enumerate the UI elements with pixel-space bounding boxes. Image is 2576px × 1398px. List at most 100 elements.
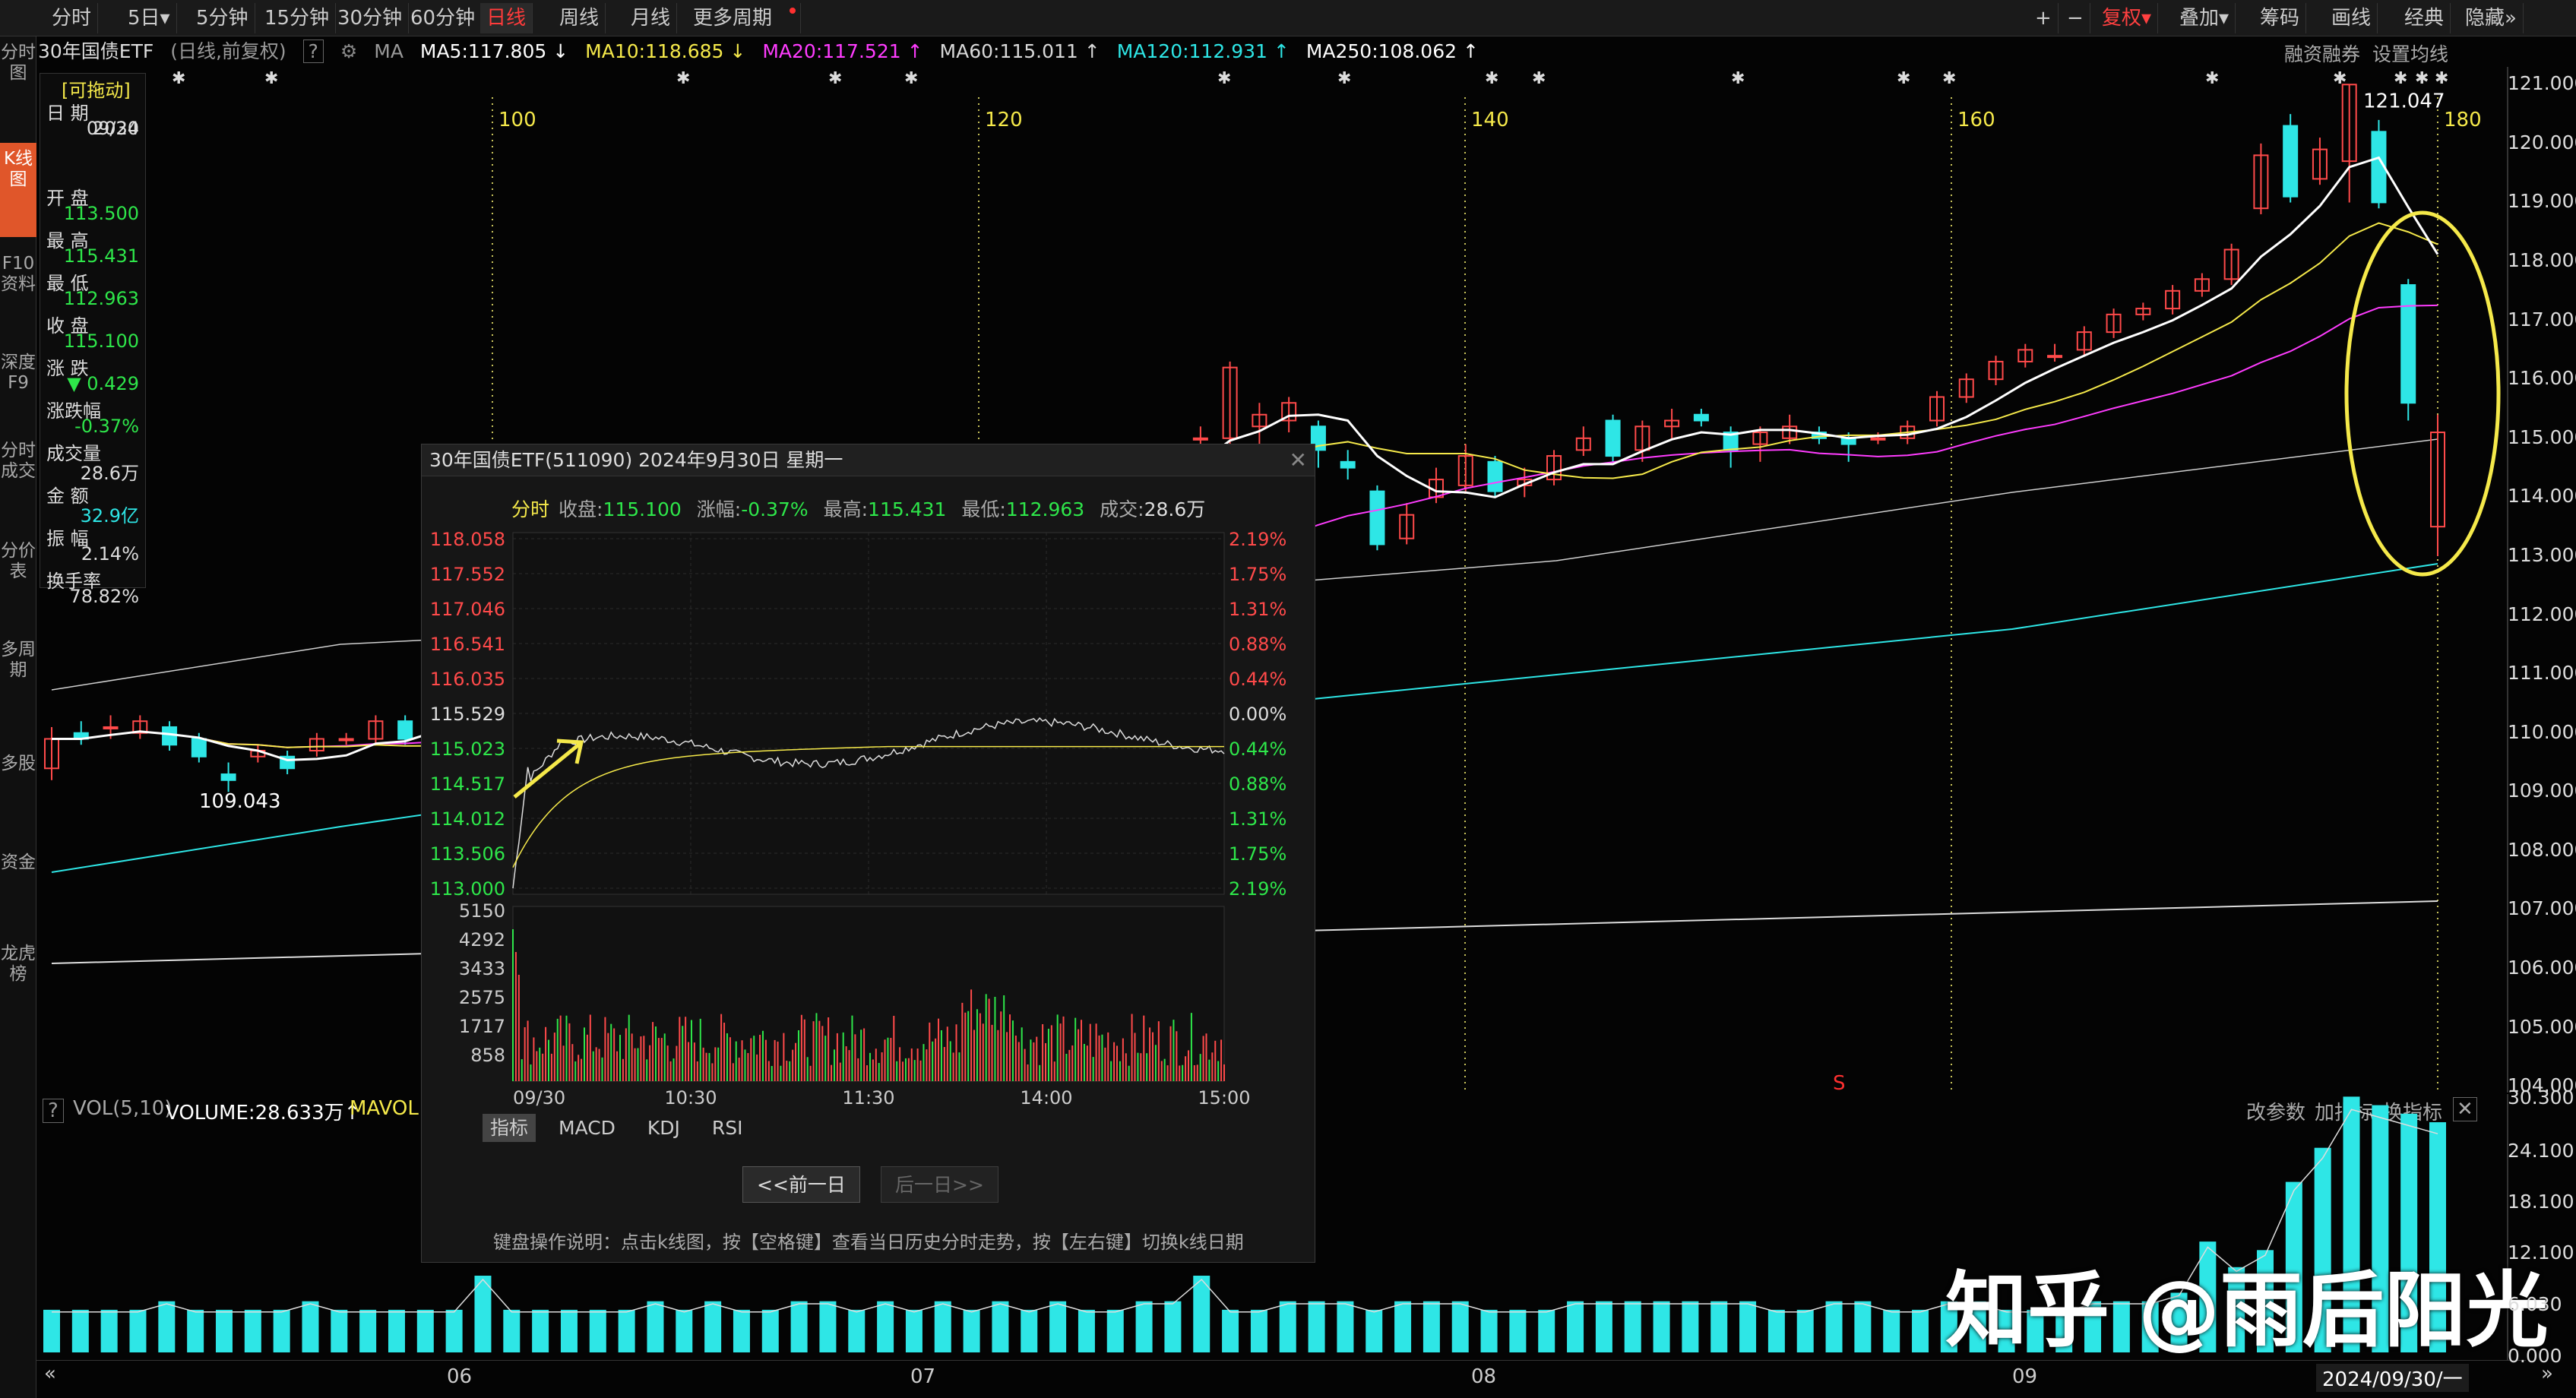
volume-bar	[877, 1301, 894, 1352]
current-date: 2024/09/30/一	[2316, 1364, 2469, 1392]
ma-value-3: MA60:115.011 ↑	[939, 40, 1100, 62]
nav-multi-stock[interactable]: 多股	[1, 754, 36, 773]
help-icon[interactable]: ?	[302, 40, 324, 63]
candle-body	[1782, 425, 1798, 439]
date-axis: « 06 07 08 09 2024/09/30/一 »	[36, 1360, 2553, 1398]
tab-daily[interactable]: 日线	[480, 3, 533, 33]
close-icon[interactable]: ✕	[1289, 448, 1307, 473]
volume-bar	[1193, 1276, 1210, 1352]
event-star: ✱	[904, 69, 918, 88]
candle-body	[2253, 154, 2269, 210]
left-nav: 分时图 K线图 F10资料 深度F9 分时成交 分价表 多周期 多股 资金 龙虎…	[0, 36, 36, 1398]
info-value: ▼ 0.429	[67, 373, 139, 394]
y-tick-label: 107.000	[2508, 897, 2576, 920]
month-label: 07	[910, 1365, 936, 1388]
candle-body	[338, 738, 354, 742]
tab-weekly[interactable]: 周线	[553, 3, 606, 33]
hide-button[interactable]: 隐藏»	[2459, 3, 2524, 33]
nav-f10[interactable]: F10资料	[1, 254, 36, 294]
tab-macd[interactable]: MACD	[558, 1117, 616, 1139]
volume-bar	[1078, 1309, 1095, 1352]
margin-trading-link[interactable]: 融资融券	[2284, 43, 2361, 65]
nav-dragon-tiger[interactable]: 龙虎榜	[1, 944, 36, 984]
volume-bar	[934, 1301, 951, 1352]
tab-more-periods[interactable]: 更多周期	[687, 3, 801, 33]
event-star: ✱	[1942, 69, 1956, 88]
info-panel[interactable]: [可拖动] 日 期 2024 09/30 开 盘 113.500 最 高 115.431 最 …	[40, 73, 146, 607]
scroll-left-icon[interactable]: «	[44, 1362, 56, 1385]
tab-indicator[interactable]: 指标	[483, 1114, 536, 1142]
tab-60min[interactable]: 60分钟	[404, 3, 483, 33]
event-star: ✱	[828, 69, 842, 88]
volume-bar	[1710, 1301, 1728, 1352]
stat-key: 成交:	[1100, 498, 1144, 520]
nav-intraday-chart[interactable]: 分时图	[1, 43, 36, 83]
nav-price-table[interactable]: 分价表	[1, 541, 36, 581]
y-tick-label: 111.000	[2508, 662, 2576, 685]
nav-funds[interactable]: 资金	[1, 852, 36, 872]
tab-intraday[interactable]: 分时	[46, 3, 99, 33]
event-star: ✱	[2394, 69, 2407, 88]
candle-body	[220, 773, 236, 781]
chips-button[interactable]: 筹码	[2254, 3, 2307, 33]
vol-help-icon[interactable]: ?	[43, 1099, 64, 1123]
volume-bar	[2343, 1096, 2360, 1352]
tab-kdj[interactable]: KDJ	[647, 1117, 680, 1139]
info-value: 2024	[92, 118, 139, 139]
info-value: 115.100	[63, 331, 139, 352]
volume-chart[interactable]	[36, 1094, 2526, 1360]
zoom-in-button[interactable]: +	[2029, 3, 2059, 33]
double-chevron-icon: »	[2505, 7, 2517, 30]
overlay-button[interactable]: 叠加▾	[2173, 3, 2236, 33]
period-marker-label: 180	[2444, 109, 2482, 131]
intraday-popup[interactable]: 30年国债ETF(511090) 2024年9月30日 星期一 ✕ 分时 收盘:1…	[421, 444, 1315, 1263]
candle-body	[191, 738, 207, 758]
next-day-button[interactable]: 后一日>>	[881, 1166, 998, 1203]
set-ma-link[interactable]: 设置均线	[2372, 43, 2449, 65]
top-toolbar: 分时 5日▾ 5分钟 15分钟 30分钟 60分钟 日线 周线 月线 更多周期 …	[0, 0, 2576, 36]
tab-30min[interactable]: 30分钟	[331, 3, 410, 33]
info-value: 09/30	[86, 118, 139, 139]
tab-monthly[interactable]: 月线	[625, 3, 678, 33]
time-label: 14:00	[1020, 1087, 1072, 1109]
candle-body	[1192, 437, 1208, 441]
event-star: ✱	[1532, 69, 1546, 88]
y-tick-label: 105.000	[2508, 1015, 2576, 1038]
info-label: 日 期	[46, 103, 89, 124]
volume-bar	[1998, 1309, 2015, 1352]
classic-button[interactable]: 经典	[2398, 3, 2451, 33]
volume-bar	[560, 1309, 578, 1352]
ma-bar: 30年国债ETF (日线,前复权) ? ⚙ MA MA5:117.805 ↓ MA…	[38, 38, 1506, 65]
info-label: 成交量	[46, 443, 101, 464]
volume-bar	[2285, 1181, 2302, 1352]
volume-bar	[1451, 1301, 1469, 1352]
tab-15min[interactable]: 15分钟	[258, 3, 337, 33]
candle-body	[309, 738, 324, 752]
tab-rsi[interactable]: RSI	[711, 1117, 743, 1139]
scroll-right-icon[interactable]: »	[2541, 1362, 2553, 1385]
chevron-down-icon: ▾	[160, 7, 170, 30]
nav-depth-f9[interactable]: 深度F9	[1, 353, 36, 393]
volume-bar	[1567, 1301, 1584, 1352]
volume-bar	[302, 1301, 319, 1352]
fuquan-button[interactable]: 复权▾	[2096, 3, 2159, 33]
candle-body	[2076, 331, 2092, 351]
tab-5min[interactable]: 5分钟	[190, 3, 255, 33]
close-icon[interactable]: ✕	[2453, 1097, 2477, 1121]
volume-bar	[1912, 1309, 1929, 1352]
tab-5day[interactable]: 5日▾	[122, 3, 177, 33]
volume-bar	[1164, 1301, 1182, 1352]
nav-multi-period[interactable]: 多周期	[1, 640, 36, 680]
nav-tick-trades[interactable]: 分时成交	[1, 441, 36, 481]
edit-params-link[interactable]: 改参数	[2246, 1102, 2306, 1124]
prev-day-button[interactable]: <<前一日	[742, 1166, 860, 1203]
nav-kline-chart[interactable]: K线图	[0, 143, 36, 237]
draw-line-button[interactable]: 画线	[2325, 3, 2378, 33]
volume-bar	[1222, 1309, 1239, 1352]
gear-icon[interactable]: ⚙	[340, 40, 358, 62]
pct-tick: 0.44%	[1229, 739, 1286, 760]
zoom-out-button[interactable]: −	[2061, 3, 2090, 33]
candle-body	[2194, 278, 2210, 292]
y-tick-label: 114.000	[2508, 485, 2576, 508]
intraday-chart[interactable]: 118.058 2.19% 117.552 1.75% 117.046 1.31% 116.…	[422, 444, 1316, 1264]
